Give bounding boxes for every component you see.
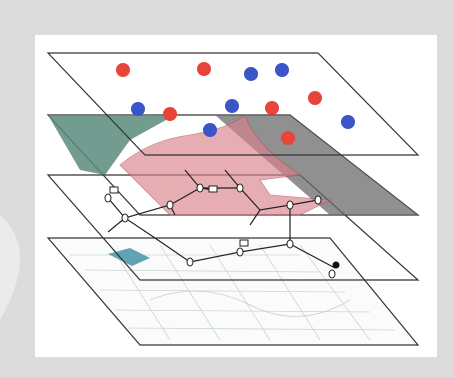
- plane: [46, 52, 420, 156]
- network-nodes: [104, 183, 336, 279]
- pink-area: [119, 114, 332, 216]
- point-layer: [46, 52, 420, 156]
- polygon-layer: [46, 114, 420, 216]
- map-feature: [108, 248, 150, 266]
- green-area: [48, 115, 175, 175]
- map-layer: [46, 237, 420, 346]
- network-node-dark: [332, 261, 340, 269]
- plane: [46, 237, 420, 346]
- blue-points: [131, 63, 355, 137]
- red-points: [116, 62, 322, 145]
- map-lines: [70, 244, 396, 341]
- side-shape: [0, 215, 20, 320]
- gray-area: [215, 115, 418, 215]
